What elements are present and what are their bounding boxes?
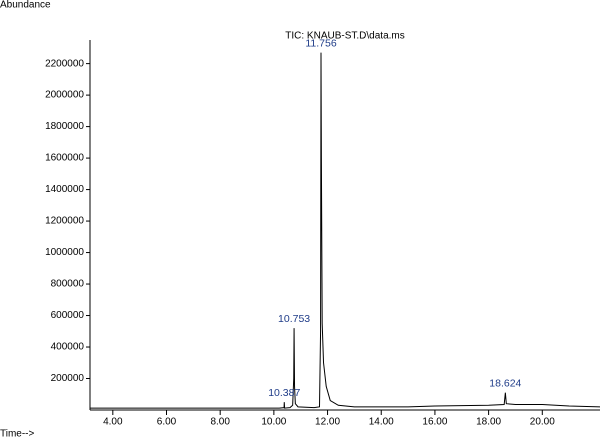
y-tick-label: 400000: [51, 342, 85, 353]
x-tick-label: 6.00: [157, 417, 177, 428]
x-tick-label: 12.00: [315, 417, 340, 428]
x-tick-label: 4.00: [103, 417, 123, 428]
y-tick-label: 1600000: [45, 153, 84, 164]
peak-label: 10.753: [278, 313, 310, 325]
peak-label: 10.387: [268, 387, 300, 399]
trace: [90, 52, 600, 409]
y-tick-label: 1400000: [45, 184, 84, 195]
y-tick-label: 2200000: [45, 58, 84, 69]
y-tick-label: 1800000: [45, 121, 84, 132]
y-tick-label: 1200000: [45, 216, 84, 227]
y-tick-label: 2000000: [45, 90, 84, 101]
x-tick-label: 14.00: [369, 417, 394, 428]
y-tick-label: 200000: [51, 373, 85, 384]
x-tick-label: 10.00: [261, 417, 286, 428]
peak-label: 11.756: [305, 37, 336, 49]
x-tick-label: 8.00: [210, 417, 230, 428]
x-tick-label: 18.00: [476, 417, 501, 428]
peak-label: 18.624: [489, 377, 521, 389]
y-tick-label: 1000000: [45, 247, 84, 258]
y-axis-label: Abundance: [0, 0, 51, 11]
chart-title: TIC: KNAUB-ST.D\data.ms: [285, 31, 404, 42]
x-tick-label: 16.00: [422, 417, 447, 428]
y-tick-label: 600000: [51, 310, 85, 321]
y-tick-label: 800000: [51, 279, 85, 290]
x-tick-label: 20.00: [530, 417, 555, 428]
x-axis-label: Time-->: [0, 429, 35, 440]
